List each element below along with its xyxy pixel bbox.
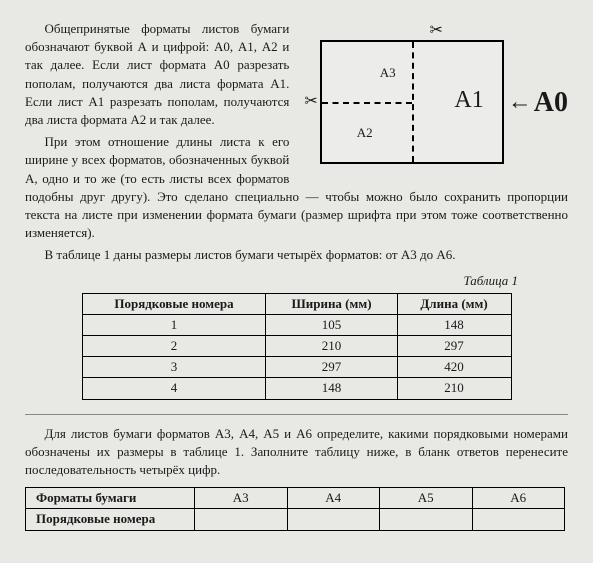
- th-num: Порядковые номера: [82, 293, 266, 314]
- answer-cell[interactable]: [195, 509, 288, 530]
- diagram-vline: [412, 42, 414, 162]
- answer-cell[interactable]: [287, 509, 380, 530]
- label-a2: А2: [357, 124, 373, 142]
- scissor-left-icon: ✂: [304, 91, 317, 113]
- row-label-numbers: Порядковые номера: [26, 509, 195, 530]
- row-label-formats: Форматы бумаги: [26, 488, 195, 509]
- table-row: 3 297 420: [82, 357, 511, 378]
- cell-n: 1: [82, 314, 266, 335]
- cell-w: 105: [266, 314, 397, 335]
- format-cell: А6: [472, 488, 565, 509]
- th-width: Ширина (мм): [266, 293, 397, 314]
- format-cell: А4: [287, 488, 380, 509]
- paragraph-3: В таблице 1 даны размеры листов бумаги ч…: [25, 246, 568, 264]
- cell-l: 297: [397, 336, 511, 357]
- label-a1: А1: [454, 84, 483, 118]
- diagram-hline: [322, 102, 412, 104]
- format-cell: А3: [195, 488, 288, 509]
- answer-table: Форматы бумаги А3 А4 А5 А6 Порядковые но…: [25, 487, 565, 530]
- table-header-row: Порядковые номера Ширина (мм) Длина (мм): [82, 293, 511, 314]
- table-row: 4 148 210: [82, 378, 511, 399]
- cell-l: 148: [397, 314, 511, 335]
- cell-w: 210: [266, 336, 397, 357]
- diagram-rectangle: А3 А2 А1: [320, 40, 504, 164]
- table-row: 2 210 297: [82, 336, 511, 357]
- task-text: Для листов бумаги форматов А3, А4, А5 и …: [25, 425, 568, 480]
- answer-cell[interactable]: [380, 509, 473, 530]
- arrow-icon: ←: [508, 86, 532, 120]
- th-length: Длина (мм): [397, 293, 511, 314]
- paper-format-diagram: ✂ ✂ А3 А2 А1 ← А0: [304, 20, 568, 164]
- cell-n: 2: [82, 336, 266, 357]
- cell-l: 420: [397, 357, 511, 378]
- task-block: Для листов бумаги форматов А3, А4, А5 и …: [25, 414, 568, 531]
- scissor-top-icon: ✂: [304, 20, 568, 42]
- label-a3: А3: [380, 64, 396, 82]
- format-cell: А5: [380, 488, 473, 509]
- table1-caption: Таблица 1: [25, 272, 518, 290]
- answer-row-numbers: Порядковые номера: [26, 509, 565, 530]
- cell-l: 210: [397, 378, 511, 399]
- a0-text: А0: [534, 83, 568, 122]
- table-row: 1 105 148: [82, 314, 511, 335]
- answer-cell[interactable]: [472, 509, 565, 530]
- answer-row-formats: Форматы бумаги А3 А4 А5 А6: [26, 488, 565, 509]
- cell-w: 148: [266, 378, 397, 399]
- cell-n: 4: [82, 378, 266, 399]
- cell-n: 3: [82, 357, 266, 378]
- cell-w: 297: [266, 357, 397, 378]
- a0-label: ← А0: [508, 83, 568, 122]
- table-1: Порядковые номера Ширина (мм) Длина (мм)…: [82, 293, 512, 400]
